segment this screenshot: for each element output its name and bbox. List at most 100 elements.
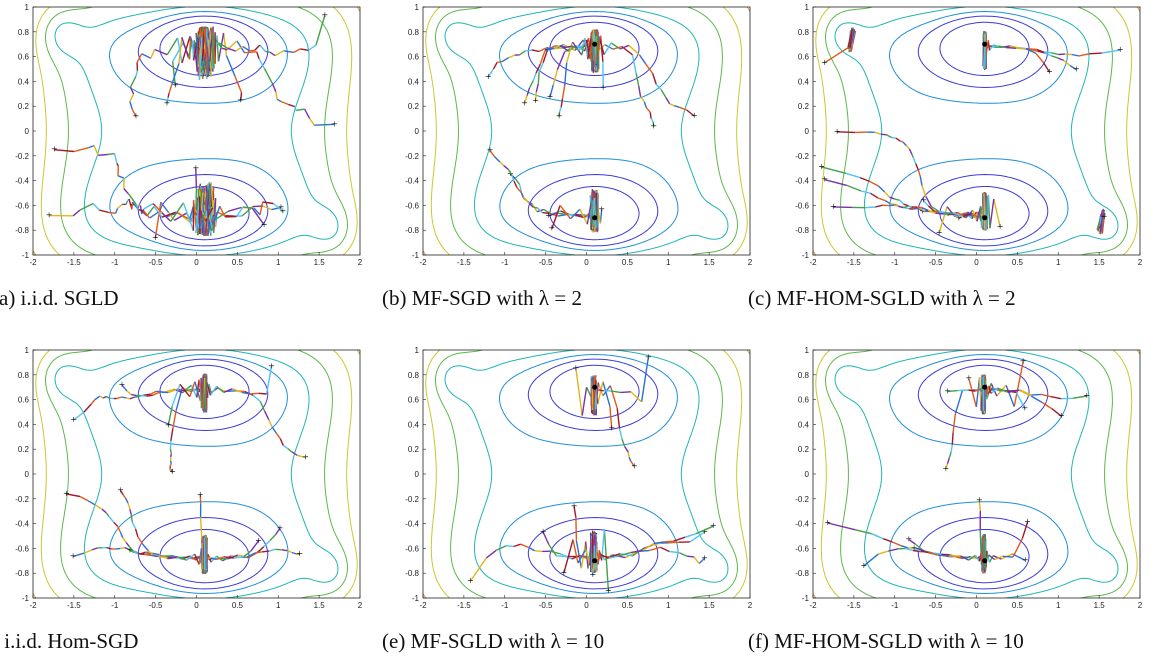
y-tick-label: 0.4: [408, 420, 420, 429]
y-tick-label: -1: [802, 251, 810, 260]
y-tick-label: 0.2: [408, 102, 420, 111]
x-tick-label: 0.5: [622, 258, 634, 267]
x-tick-label: -1: [501, 601, 509, 610]
y-tick-label: 0.8: [18, 28, 30, 37]
x-tick-label: -1: [111, 601, 119, 610]
contour-line: [835, 350, 1118, 598]
y-tick-label: -0.8: [405, 226, 419, 235]
panel-caption: (c) MF-HOM-SGLD with λ = 2: [748, 286, 1123, 311]
plot-svg: ++++++++++++++-2-1.5-1-0.500.511.5210.80…: [390, 343, 765, 623]
y-tick-label: 1: [805, 3, 810, 12]
x-tick-label: 1.5: [704, 258, 716, 267]
chart-panel-mf-sgld-lambda-10: ++++++++++++++-2-1.5-1-0.500.511.5210.80…: [390, 343, 765, 669]
plot-area: ++++++++++++++: [423, 350, 750, 598]
x-tick-label: -1: [501, 258, 509, 267]
y-tick-label: 0.6: [18, 396, 30, 405]
x-tick-label: 0: [974, 601, 979, 610]
start-marker: +: [911, 542, 917, 554]
y-tick-label: -0.2: [15, 495, 29, 504]
panel-caption: ) i.i.d. Hom-SGD: [0, 629, 367, 654]
trajectory: [591, 533, 704, 572]
start-marker: +: [280, 206, 286, 218]
start-marker: +: [63, 488, 69, 500]
start-marker: +: [997, 221, 1003, 233]
trajectory: [982, 536, 1025, 573]
y-tick-label: 0.8: [408, 28, 420, 37]
start-marker: +: [277, 522, 283, 534]
trajectory: [837, 132, 986, 231]
y-tick-label: 0.8: [798, 371, 810, 380]
y-tick-label: -0.4: [15, 177, 29, 186]
x-tick-label: -1: [891, 601, 899, 610]
minimum-marker: [982, 558, 987, 563]
minimum-marker: [592, 215, 597, 220]
trajectory: [74, 374, 207, 420]
minimum-marker: [982, 215, 987, 220]
y-tick-label: -0.2: [405, 152, 419, 161]
start-marker: +: [533, 95, 539, 107]
minimum-marker: [592, 385, 597, 390]
y-tick-label: -0.6: [795, 544, 809, 553]
start-marker: +: [521, 97, 527, 109]
x-tick-label: 0.5: [232, 258, 244, 267]
x-tick-label: -1.5: [457, 258, 471, 267]
start-marker: +: [331, 118, 337, 130]
y-tick-label: 1: [805, 346, 810, 355]
start-marker: +: [651, 120, 657, 132]
start-marker: +: [1117, 44, 1123, 56]
y-tick-label: 0.2: [798, 445, 810, 454]
x-tick-label: 1: [666, 601, 671, 610]
panel-caption: (b) MF-SGD with λ = 2: [382, 286, 757, 311]
y-tick-label: -0.4: [405, 520, 419, 529]
start-marker: +: [238, 94, 244, 106]
start-marker: +: [169, 466, 175, 478]
x-tick-label: 2: [1138, 258, 1143, 267]
start-marker: +: [821, 57, 827, 69]
start-marker: +: [691, 110, 697, 122]
y-tick-label: 0.4: [798, 420, 810, 429]
x-tick-label: -0.5: [539, 258, 553, 267]
start-marker: +: [117, 485, 123, 497]
y-tick-label: 0.8: [18, 371, 30, 380]
y-tick-label: 0.4: [18, 77, 30, 86]
x-tick-label: 2: [748, 258, 753, 267]
y-tick-label: -0.2: [405, 495, 419, 504]
y-tick-label: 0.6: [798, 396, 810, 405]
start-marker: +: [605, 585, 611, 597]
start-marker: +: [152, 232, 158, 244]
minimum-marker: [592, 558, 597, 563]
y-tick-label: 1: [25, 3, 30, 12]
start-marker: +: [571, 500, 577, 512]
start-marker: +: [546, 210, 552, 222]
y-tick-label: -0.6: [405, 201, 419, 210]
start-marker: +: [261, 219, 267, 231]
plot-area: ++++++++++++++: [813, 350, 1140, 598]
y-tick-label: -0.8: [795, 226, 809, 235]
start-marker: +: [302, 452, 308, 464]
start-marker: +: [944, 385, 950, 397]
start-marker: +: [1022, 554, 1028, 566]
start-marker: +: [164, 98, 170, 110]
x-tick-label: -1.5: [847, 258, 861, 267]
x-tick-label: -1: [891, 258, 899, 267]
start-marker: +: [830, 201, 836, 213]
x-tick-label: 2: [1138, 601, 1143, 610]
y-tick-label: 0.6: [408, 53, 420, 62]
trajectory: [121, 491, 207, 574]
trajectory: [490, 150, 598, 231]
start-marker: +: [645, 352, 651, 364]
x-tick-label: 1.5: [314, 601, 326, 610]
start-marker: +: [702, 526, 708, 538]
start-marker: +: [1024, 516, 1030, 528]
trajectory: [203, 374, 305, 458]
start-marker: +: [322, 10, 328, 22]
start-marker: +: [834, 126, 840, 138]
start-marker: +: [255, 535, 261, 547]
x-tick-label: 1: [276, 601, 281, 610]
start-marker: +: [268, 360, 274, 372]
x-tick-label: -2: [29, 601, 37, 610]
minimum-marker: [982, 385, 987, 390]
y-tick-label: 0.2: [408, 445, 420, 454]
